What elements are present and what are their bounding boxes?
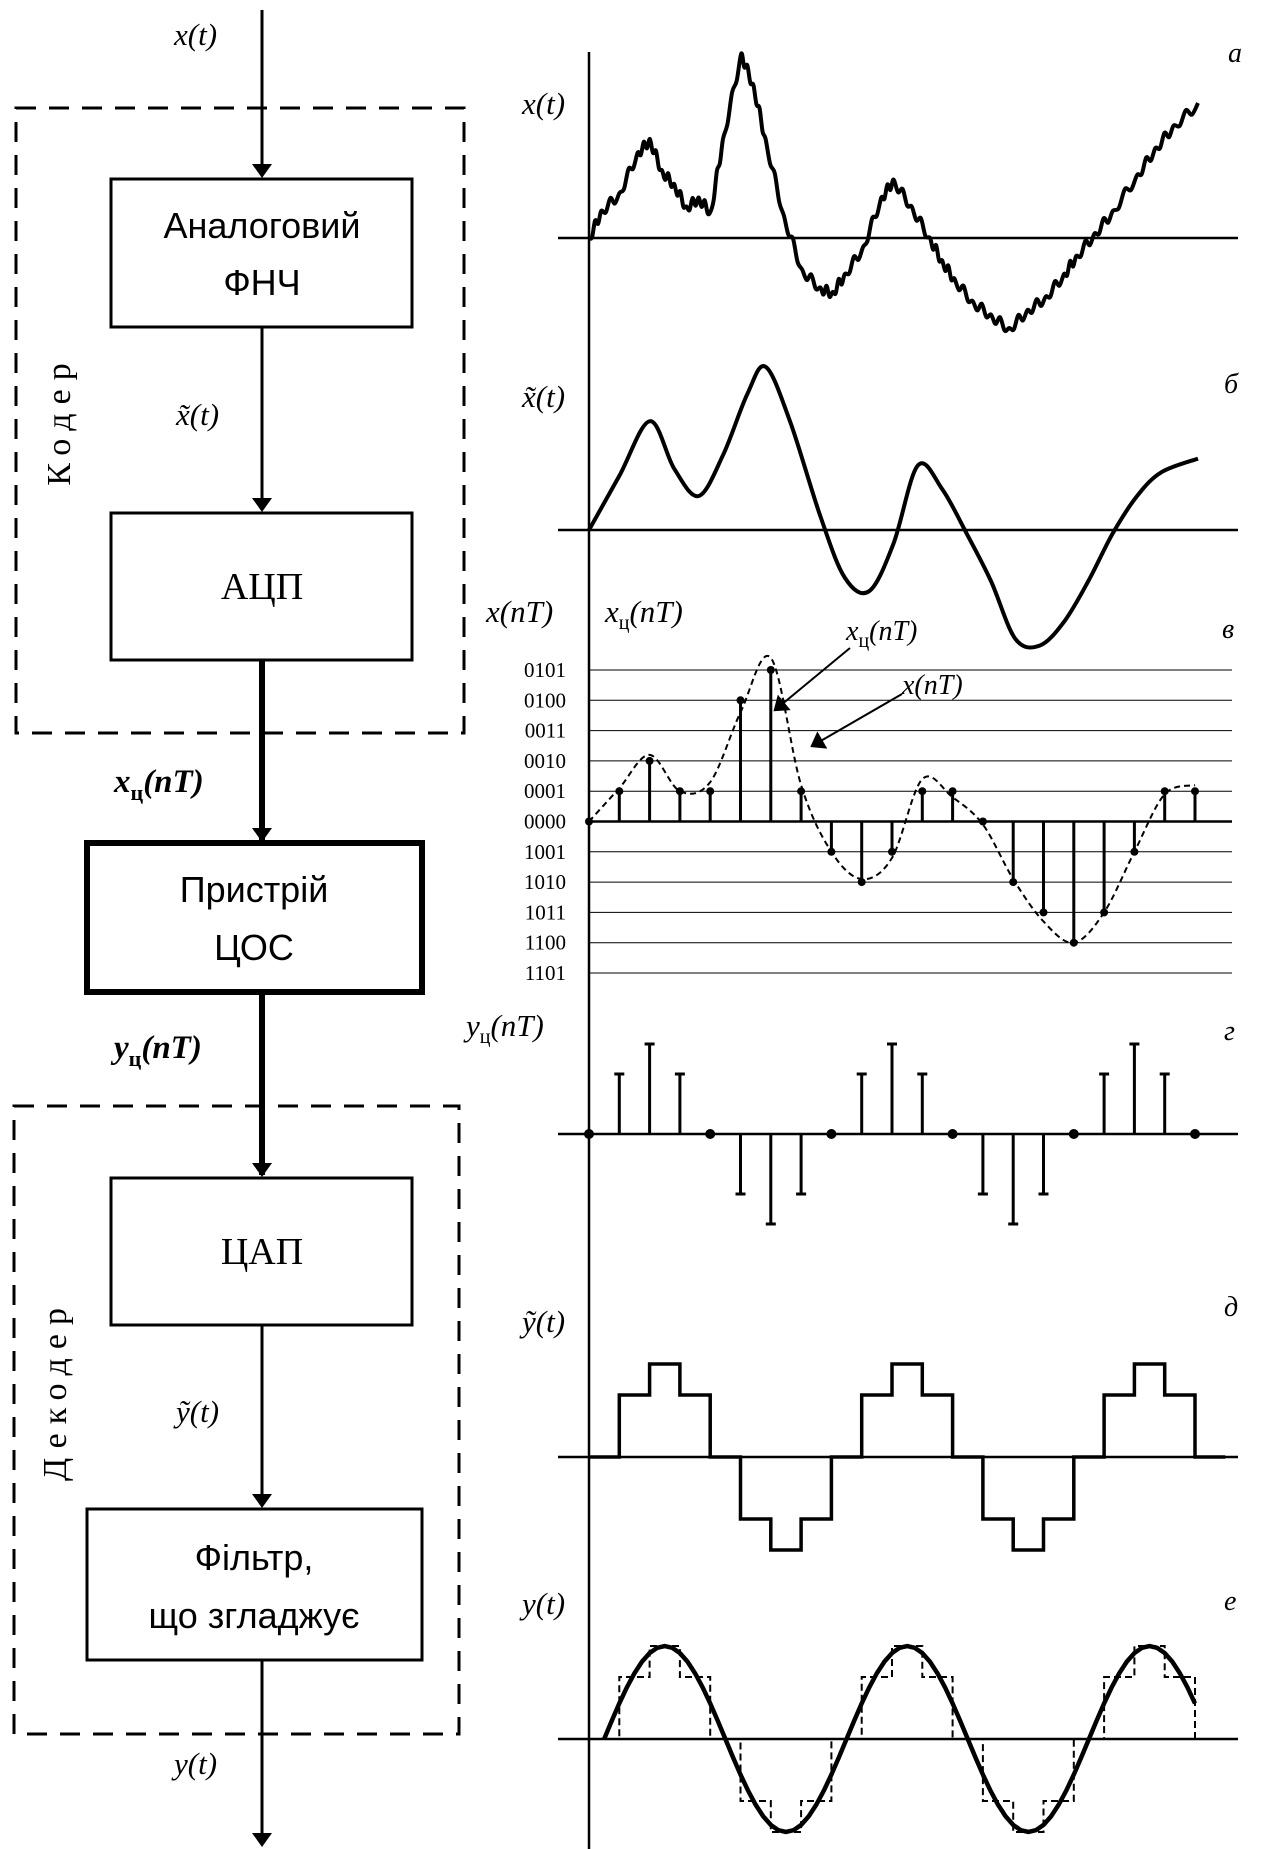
sample-point — [675, 787, 684, 796]
output-sample-zero — [705, 1129, 716, 1139]
output-sample-zero — [584, 1129, 594, 1139]
sample-point — [766, 666, 775, 674]
lpf-label-2: ФНЧ — [223, 262, 300, 303]
quantization-code-label: 0101 — [524, 658, 566, 682]
annot-quantized-label: xц(nT) — [845, 616, 917, 652]
output-sample-zero — [947, 1129, 958, 1139]
signal-output-label: y(t) — [171, 1746, 217, 1781]
sample-point — [706, 787, 715, 796]
adc-block — [109, 511, 414, 662]
panel-g-samples — [584, 1042, 1200, 1226]
reconstructed-sine — [602, 1643, 1198, 1835]
quantization-code-label: 0011 — [525, 719, 566, 743]
smoothing-filter-block — [85, 1507, 424, 1662]
panel-e-reconstruction — [589, 1643, 1226, 1835]
quantization-code-label: 0001 — [524, 779, 566, 803]
smoothing-filter-label-2: що згладжує — [149, 1595, 360, 1636]
panel-letter-d: д — [1224, 1292, 1238, 1323]
block-diagram: Кодер Декодер Аналоговий ФНЧ АЦП Пристрі… — [12, 10, 466, 1847]
panel-letter-b: б — [1224, 369, 1239, 400]
lpf-label-1: Аналоговий — [163, 205, 360, 246]
sample-point — [857, 878, 866, 887]
signal-digital-out-label: yц(nT) — [110, 1030, 202, 1071]
quantization-code-label: 0100 — [524, 688, 566, 712]
panel-v-quantization-grid: 0101 0100 0011 0010 0001 0000 1001 1010 1011 1100… — [524, 658, 1232, 985]
sample-point — [918, 787, 927, 796]
panel-a-waveform — [588, 51, 1200, 334]
quantization-code-label: 1011 — [525, 900, 566, 924]
panel-v-samples — [585, 654, 1199, 947]
decoder-frame — [12, 1104, 461, 1736]
sample-point — [1009, 878, 1018, 887]
panel-v-ylabel-2: xц(nT) — [604, 594, 683, 634]
panel-e-ylabel: y(t) — [519, 1586, 565, 1621]
waveform-x-noisy — [588, 51, 1200, 334]
sample-point — [1191, 787, 1199, 796]
sample-point — [948, 787, 957, 796]
sample-point — [978, 817, 987, 826]
staircase-dac-output — [589, 1362, 1226, 1552]
sample-point — [736, 696, 745, 705]
panel-b-ylabel: x̃(t) — [521, 379, 565, 414]
dac-block — [109, 1176, 414, 1327]
dsp-label-2: ЦОС — [214, 927, 294, 968]
signal-input-label: x(t) — [173, 17, 217, 52]
quantization-code-label: 1001 — [524, 840, 566, 864]
quantization-code-label: 1101 — [525, 961, 566, 985]
panel-a-ylabel: x(t) — [521, 86, 565, 121]
dsp-block — [84, 840, 425, 995]
dsp-label-1: Пристрій — [180, 869, 329, 910]
output-sample-zero — [826, 1129, 837, 1139]
waveform-x-filtered — [587, 364, 1199, 650]
signal-dac-out-label: ỹ(t) — [173, 1394, 219, 1429]
smoothing-filter-label-1: Фільтр, — [195, 1537, 314, 1578]
panel-d-ylabel: ỹ(t) — [519, 1304, 565, 1339]
panel-letter-v: в — [1222, 614, 1234, 645]
quantization-code-label: 0010 — [524, 749, 566, 773]
signal-filtered-label: x̃(t) — [175, 397, 219, 432]
output-sample-zero — [1068, 1129, 1079, 1139]
decoder-label: Декодер — [37, 1299, 74, 1481]
sample-point — [888, 847, 896, 856]
quantization-code-label: 1100 — [525, 931, 566, 955]
panel-g-ylabel: yц(nT) — [463, 1008, 544, 1048]
waveform-panels: а б в г д е x(t) x̃(t) x(nT) xц(nT) yц(n… — [463, 38, 1242, 1849]
panel-b-waveform — [587, 364, 1199, 650]
panel-letter-g: г — [1224, 1016, 1235, 1047]
sample-point — [1039, 908, 1048, 917]
signal-digital-in-label: xц(nT) — [113, 764, 204, 805]
panel-v-ylabel-1: x(nT) — [485, 594, 553, 629]
annot-sampled-label: x(nT) — [901, 670, 963, 701]
sample-point — [645, 756, 654, 765]
adc-label: АЦП — [221, 566, 303, 608]
encoder-label: Кодер — [41, 354, 78, 485]
dac-label: ЦАП — [221, 1231, 303, 1273]
panel-letter-a: а — [1228, 38, 1242, 69]
annot-quantized-arrow — [773, 647, 851, 712]
encoder-frame — [14, 106, 466, 735]
panel-letter-e: е — [1224, 1586, 1236, 1617]
quantization-code-label: 0000 — [524, 810, 566, 834]
quantization-code-label: 1010 — [524, 870, 566, 894]
panel-d-staircase — [589, 1362, 1226, 1552]
lpf-block — [109, 177, 414, 329]
output-sample-zero — [1190, 1129, 1200, 1139]
annot-sampled-arrow — [810, 693, 903, 749]
